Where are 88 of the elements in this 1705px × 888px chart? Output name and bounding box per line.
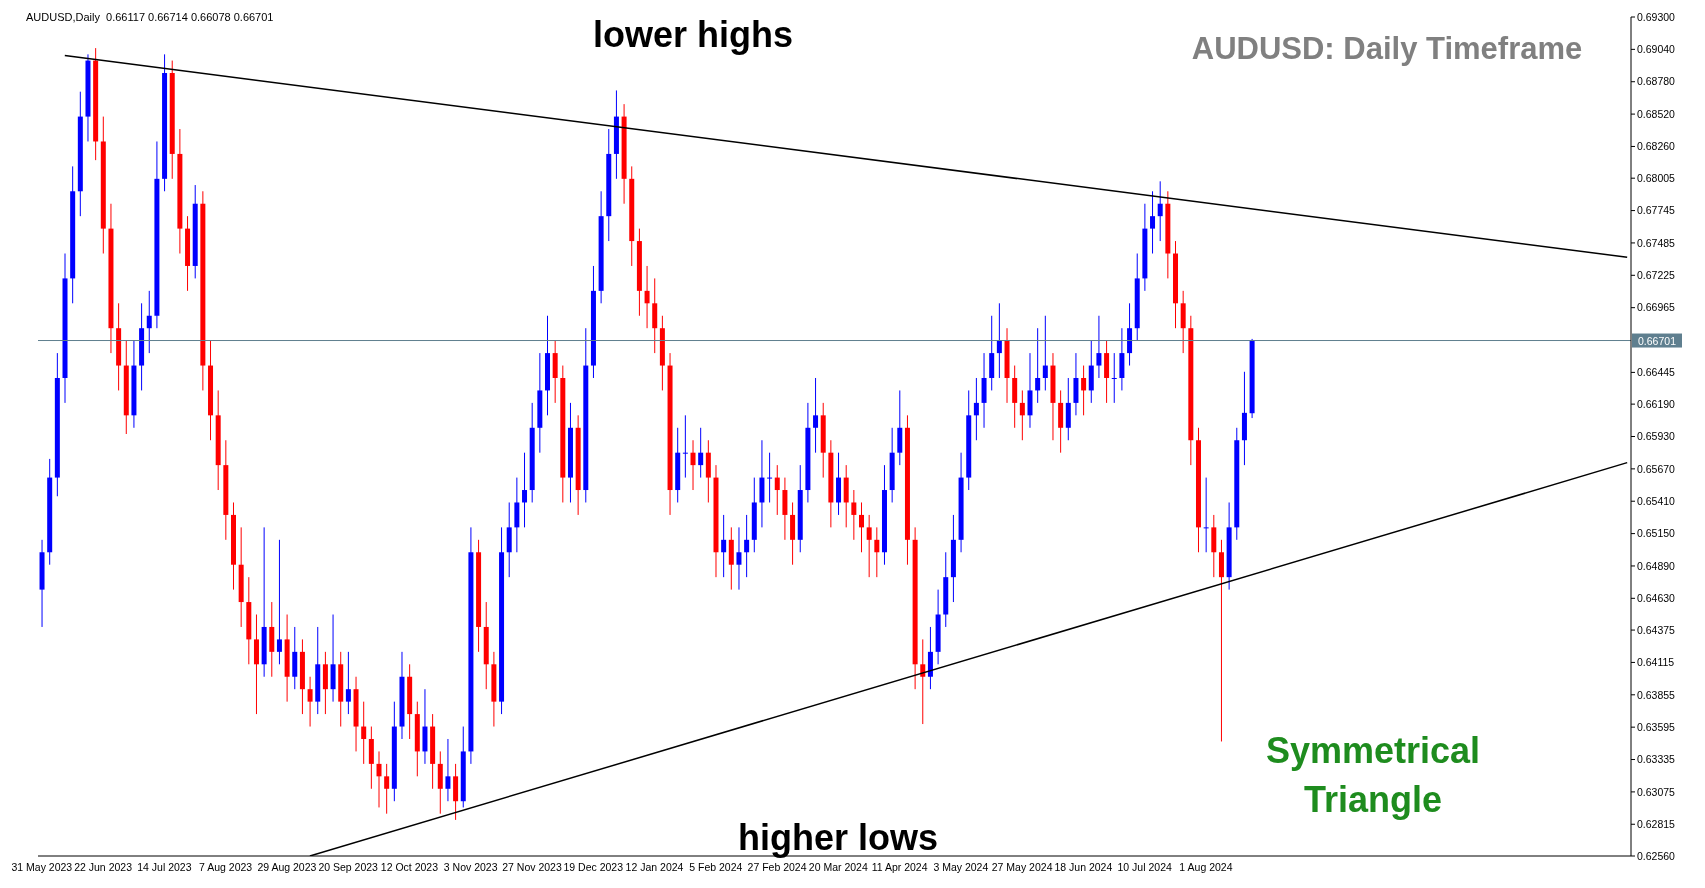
x-tick-label: 27 Nov 2023 <box>502 861 562 874</box>
y-tick-label: 0.62815 <box>1637 817 1676 830</box>
y-tick-label: 0.63595 <box>1637 720 1676 733</box>
y-tick-label: 0.64630 <box>1637 592 1676 605</box>
candlestick <box>920 638 926 725</box>
x-tick-label: 20 Sep 2023 <box>318 861 379 874</box>
y-tick-label: 0.67225 <box>1637 269 1676 282</box>
x-tick-label: 12 Jan 2024 <box>625 861 684 874</box>
x-tick-label: 27 Feb 2024 <box>747 861 807 874</box>
x-tick-label: 5 Feb 2024 <box>689 861 743 874</box>
y-tick-label: 0.68005 <box>1637 171 1676 184</box>
candlestick <box>874 526 880 578</box>
candlestick <box>307 676 313 728</box>
candlestick <box>1042 315 1048 391</box>
candlestick <box>721 514 727 578</box>
candlestick <box>1035 327 1041 404</box>
candlestick <box>1150 190 1156 255</box>
y-tick-label: 0.64890 <box>1637 559 1676 572</box>
x-tick-label: 18 Jun 2024 <box>1054 861 1113 874</box>
candlestick <box>644 265 650 329</box>
candlestick <box>851 489 857 541</box>
x-tick-label: 31 May 2023 <box>11 861 73 874</box>
candlestick <box>866 514 872 578</box>
candlestick <box>522 452 528 528</box>
candlestick <box>1096 315 1102 379</box>
x-tick-label: 19 Dec 2023 <box>563 861 624 874</box>
candlestick <box>1157 180 1163 242</box>
y-tick-label: 0.68780 <box>1637 75 1676 88</box>
x-tick-label: 22 Jun 2023 <box>74 861 133 874</box>
candlestick <box>996 302 1002 379</box>
x-tick-label: 29 Aug 2023 <box>257 861 317 874</box>
annotation: lower highs <box>592 12 794 57</box>
text: AUDUSD: Daily Timeframe <box>1191 31 1583 67</box>
x-tick-label: 1 Aug 2024 <box>1179 861 1233 874</box>
y-tick-label: 0.69300 <box>1637 10 1676 23</box>
y-tick-label: 0.63855 <box>1637 688 1676 701</box>
x-tick-label: 12 Oct 2023 <box>380 861 439 874</box>
candlestick <box>1019 389 1025 441</box>
x-tick-label: 10 Jul 2024 <box>1117 861 1172 874</box>
y-tick-label: 0.66445 <box>1637 366 1676 379</box>
candlestick <box>682 414 688 479</box>
annotation: Symmetrical Triangle <box>1265 729 1481 822</box>
ref-line-label: 0.66701 <box>1638 334 1677 347</box>
candlestick <box>774 464 780 516</box>
y-tick-label: 0.65150 <box>1637 527 1676 540</box>
y-tick-label: 0.65410 <box>1637 494 1676 507</box>
candlestick <box>744 514 750 578</box>
candlestick <box>445 738 451 802</box>
y-tick-label: 0.68520 <box>1637 107 1676 120</box>
candlestick <box>146 290 152 354</box>
candlestick <box>1218 539 1224 742</box>
x-tick-label: 3 Nov 2023 <box>443 861 498 874</box>
candlestick <box>859 501 865 553</box>
x-tick-label: 7 Aug 2023 <box>199 861 253 874</box>
candlestick <box>384 763 390 815</box>
candlestick <box>736 526 742 591</box>
x-tick-label: 20 Mar 2024 <box>808 861 868 874</box>
y-tick-label: 0.66190 <box>1637 397 1676 410</box>
candlestick <box>1081 365 1087 416</box>
y-tick-label: 0.67745 <box>1637 204 1676 217</box>
x-tick-label: 11 Apr 2024 <box>871 861 928 874</box>
candlestick <box>1203 477 1209 553</box>
candlestick <box>690 439 696 491</box>
y-tick-label: 0.65670 <box>1637 462 1676 475</box>
candlestick <box>345 651 351 715</box>
candlestick <box>767 452 773 503</box>
x-tick-label: 3 May 2024 <box>933 861 989 874</box>
y-tick-label: 0.68260 <box>1637 140 1676 153</box>
x-tick-label: 14 Jul 2023 <box>137 861 192 874</box>
y-tick-label: 0.64375 <box>1637 623 1676 636</box>
candlestick <box>276 539 282 665</box>
candlestick <box>698 427 704 479</box>
y-tick-label: 0.69040 <box>1637 43 1676 56</box>
candlestick <box>1111 352 1117 404</box>
candlestick <box>361 701 367 765</box>
x-tick-label: 27 May 2024 <box>991 861 1053 874</box>
y-tick-label: 0.66965 <box>1637 301 1676 314</box>
y-tick-label: 0.65930 <box>1637 430 1676 443</box>
y-tick-label: 0.67485 <box>1637 236 1676 249</box>
candlestick <box>376 750 382 808</box>
y-tick-label: 0.63075 <box>1637 785 1676 798</box>
y-tick-label: 0.62560 <box>1637 849 1676 862</box>
candlestick <box>813 377 819 454</box>
candlestick <box>973 377 979 441</box>
y-tick-label: 0.63335 <box>1637 753 1676 766</box>
annotation: higher lows <box>737 815 939 860</box>
y-tick-label: 0.64115 <box>1637 656 1675 669</box>
chart-title: AUDUSD,Daily 0.66117 0.66714 0.66078 0.66701 <box>26 11 274 23</box>
